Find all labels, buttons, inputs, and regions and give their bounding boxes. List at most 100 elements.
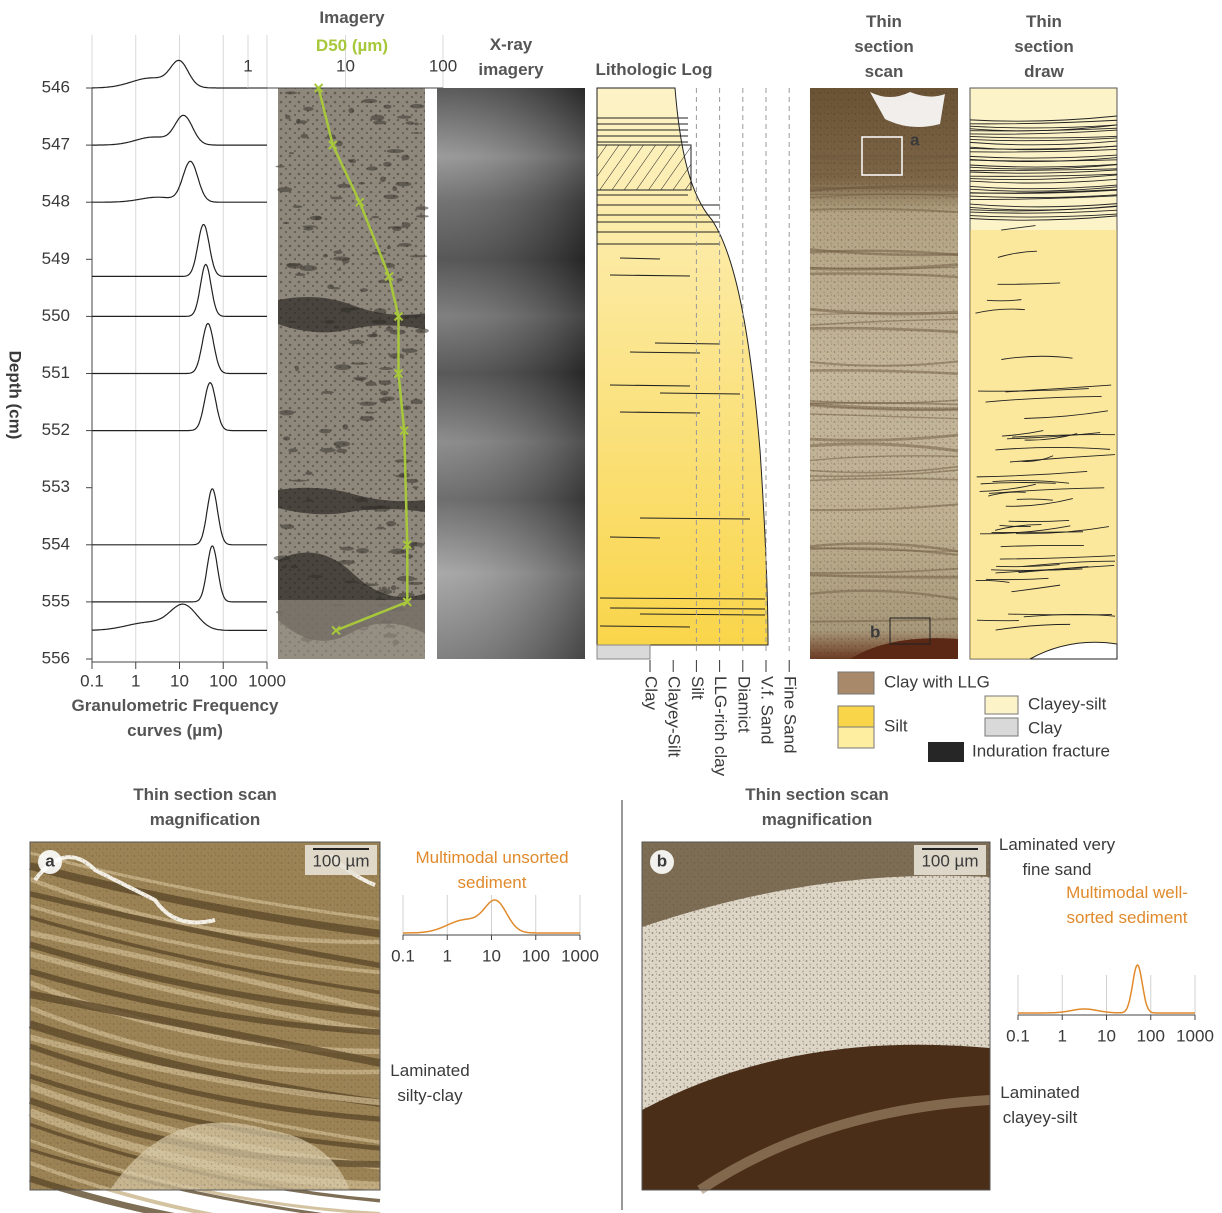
core-texture bbox=[394, 459, 413, 463]
draw-lamina bbox=[986, 299, 1022, 302]
core-texture bbox=[342, 424, 349, 430]
scan-lamina bbox=[809, 162, 959, 165]
draw-lamina bbox=[969, 184, 1118, 190]
core-texture bbox=[383, 161, 392, 167]
core-crack bbox=[278, 487, 425, 515]
y-tick-label: 556 bbox=[42, 648, 70, 667]
legend-swatch bbox=[928, 742, 964, 762]
scan-lamina bbox=[809, 168, 959, 176]
draw-lamina bbox=[969, 169, 1118, 174]
scan-lamina bbox=[809, 360, 959, 367]
x-tick-label: 10 bbox=[336, 56, 355, 75]
draw-title: Thin section draw bbox=[1014, 12, 1074, 81]
mag-title: Thin section scan magnification bbox=[745, 785, 889, 829]
x-tick-label: 0.1 bbox=[1006, 1026, 1030, 1045]
scan-lamina bbox=[809, 433, 959, 442]
scan-title: Thin section scan bbox=[854, 12, 914, 81]
draw-lamina bbox=[1006, 432, 1101, 440]
scan-lamina bbox=[809, 208, 959, 214]
legend-swatch bbox=[837, 671, 875, 695]
d50-marker bbox=[328, 140, 338, 150]
x-tick-label: 100 bbox=[429, 56, 457, 75]
imagery-title: Imagery bbox=[319, 8, 385, 27]
mag-dark-top bbox=[642, 842, 990, 927]
class-label: Diamict bbox=[734, 676, 753, 733]
core-texture bbox=[386, 246, 391, 250]
core-texture bbox=[398, 243, 412, 247]
x-axis-label: Granulometric Frequency curves (µm) bbox=[71, 696, 279, 740]
scale-label: 100 µm bbox=[312, 851, 369, 870]
core-texture bbox=[279, 410, 295, 416]
legend-label: Clay bbox=[1028, 718, 1063, 737]
draw-lamina bbox=[975, 580, 1010, 583]
x-tick-label: 1 bbox=[131, 671, 140, 690]
core-texture bbox=[330, 196, 343, 200]
draw-lamina bbox=[999, 524, 1031, 528]
core-texture bbox=[282, 221, 290, 225]
draw-lamina bbox=[969, 159, 1118, 162]
core-texture bbox=[380, 176, 386, 183]
core-texture bbox=[387, 226, 405, 229]
lamina bbox=[599, 625, 691, 628]
core-texture bbox=[386, 149, 404, 154]
lamina bbox=[609, 536, 661, 539]
core-texture bbox=[356, 548, 369, 554]
d50-marker bbox=[402, 597, 412, 607]
core-texture bbox=[378, 380, 392, 386]
core-texture bbox=[376, 526, 385, 530]
frequency-curve bbox=[92, 59, 267, 89]
lamina bbox=[659, 392, 741, 395]
scan-lamina bbox=[809, 542, 959, 553]
class-label: LLG-rich clay bbox=[711, 676, 730, 777]
core-texture bbox=[402, 405, 412, 410]
frequency-curve bbox=[92, 160, 267, 203]
core-texture bbox=[392, 186, 398, 192]
core-texture bbox=[303, 106, 314, 111]
scan-lamina bbox=[809, 326, 959, 334]
draw-lamina bbox=[975, 308, 1025, 314]
frequency-curve bbox=[92, 263, 267, 317]
scan-lamina bbox=[809, 318, 959, 326]
lamina bbox=[619, 257, 661, 260]
scan-lamina bbox=[809, 369, 959, 375]
draw-lamina bbox=[979, 525, 1071, 535]
draw-lamina bbox=[1001, 355, 1073, 360]
draw-lamina bbox=[992, 480, 1070, 484]
core-texture bbox=[319, 447, 336, 453]
core-texture bbox=[309, 215, 323, 221]
lith-clay bbox=[596, 644, 651, 660]
core-texture bbox=[339, 546, 355, 551]
x-tick-label: 100 bbox=[1137, 1026, 1165, 1045]
scan-lamina bbox=[809, 567, 959, 574]
mag-band bbox=[29, 1175, 175, 1213]
mag-tag-bg bbox=[650, 850, 674, 874]
mag-frame bbox=[29, 841, 381, 1191]
frequency-curve bbox=[1018, 963, 1195, 1014]
draw-silt bbox=[970, 230, 1117, 659]
core-texture bbox=[389, 548, 405, 555]
scale-label: 100 µm bbox=[921, 851, 978, 870]
draw-lamina bbox=[969, 194, 1118, 198]
frequency-curve bbox=[92, 545, 267, 603]
draw-lamina bbox=[976, 619, 1019, 622]
draw-lamina bbox=[1001, 225, 1036, 231]
core-texture bbox=[413, 131, 420, 135]
core-texture bbox=[292, 205, 303, 209]
draw-lamina bbox=[969, 129, 1118, 135]
x-tick-label: 10 bbox=[1097, 1026, 1116, 1045]
draw-lamina bbox=[985, 577, 1049, 581]
lamina bbox=[654, 342, 721, 345]
core-texture bbox=[383, 104, 392, 109]
y-tick-label: 552 bbox=[42, 420, 70, 439]
core-texture bbox=[352, 376, 368, 381]
x-tick-label: 1000 bbox=[561, 946, 599, 965]
core-texture bbox=[394, 474, 407, 478]
d50-marker bbox=[393, 368, 404, 379]
draw-lamina bbox=[979, 483, 1036, 492]
legend-swatch bbox=[984, 717, 1019, 737]
draw-lamina bbox=[969, 137, 1118, 142]
class-label: V.f. Sand bbox=[758, 676, 777, 744]
draw-lamina bbox=[997, 250, 1037, 258]
draw-lamina bbox=[969, 115, 1118, 122]
